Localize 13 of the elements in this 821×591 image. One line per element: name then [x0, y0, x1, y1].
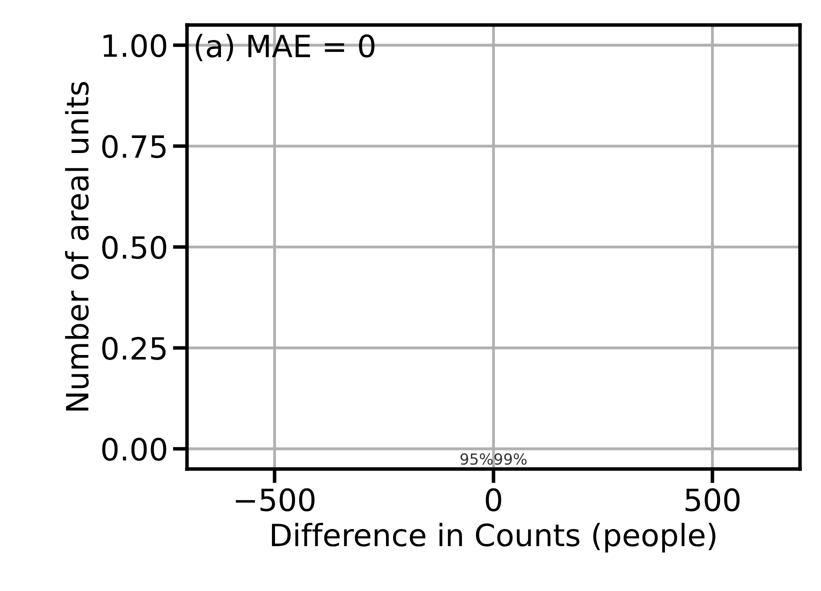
x-axis-title: Difference in Counts (people) [272, 522, 716, 552]
annotation: 99% [494, 453, 527, 465]
y-tick-label: 0.00 [102, 438, 166, 461]
y-tick-label: 1.00 [104, 34, 166, 58]
annotation: 95% [460, 453, 493, 465]
x-tick-label: 500 [686, 488, 740, 512]
y-axis-title: Number of areal units [65, 82, 89, 411]
y-tick-label: 0.50 [102, 236, 166, 260]
x-tick-label: −500 [236, 488, 315, 512]
annotation: (a) MAE = 0 [196, 34, 374, 62]
x-tick-label: 0 [486, 488, 502, 512]
y-tick-label: 0.25 [102, 336, 166, 360]
y-tick-label: 0.75 [102, 135, 166, 158]
